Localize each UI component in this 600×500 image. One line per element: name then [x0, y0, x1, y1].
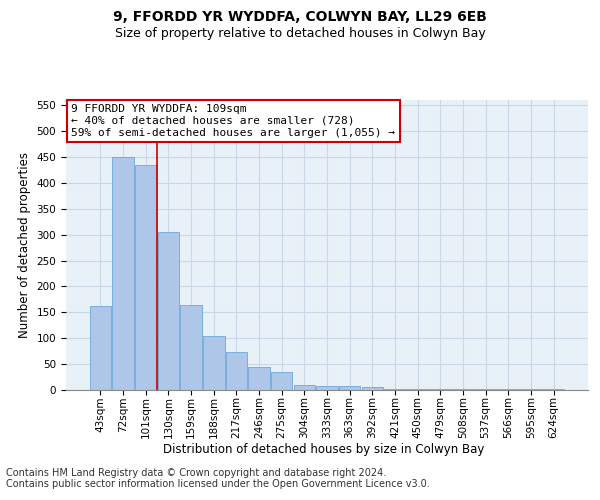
Bar: [203, 336, 224, 390]
Bar: [271, 372, 292, 390]
Text: Size of property relative to detached houses in Colwyn Bay: Size of property relative to detached ho…: [115, 28, 485, 40]
Bar: [316, 386, 338, 390]
Bar: [158, 232, 179, 390]
Bar: [226, 352, 247, 390]
Bar: [248, 367, 270, 390]
Bar: [339, 386, 361, 390]
Text: 9, FFORDD YR WYDDFA, COLWYN BAY, LL29 6EB: 9, FFORDD YR WYDDFA, COLWYN BAY, LL29 6E…: [113, 10, 487, 24]
Bar: [293, 386, 315, 390]
Bar: [135, 164, 157, 390]
Text: Distribution of detached houses by size in Colwyn Bay: Distribution of detached houses by size …: [163, 442, 485, 456]
Bar: [181, 304, 202, 390]
Text: Contains HM Land Registry data © Crown copyright and database right 2024.
Contai: Contains HM Land Registry data © Crown c…: [6, 468, 430, 489]
Bar: [362, 388, 383, 390]
Bar: [112, 157, 134, 390]
Y-axis label: Number of detached properties: Number of detached properties: [18, 152, 31, 338]
Text: 9 FFORDD YR WYDDFA: 109sqm
← 40% of detached houses are smaller (728)
59% of sem: 9 FFORDD YR WYDDFA: 109sqm ← 40% of deta…: [71, 104, 395, 138]
Bar: [90, 306, 111, 390]
